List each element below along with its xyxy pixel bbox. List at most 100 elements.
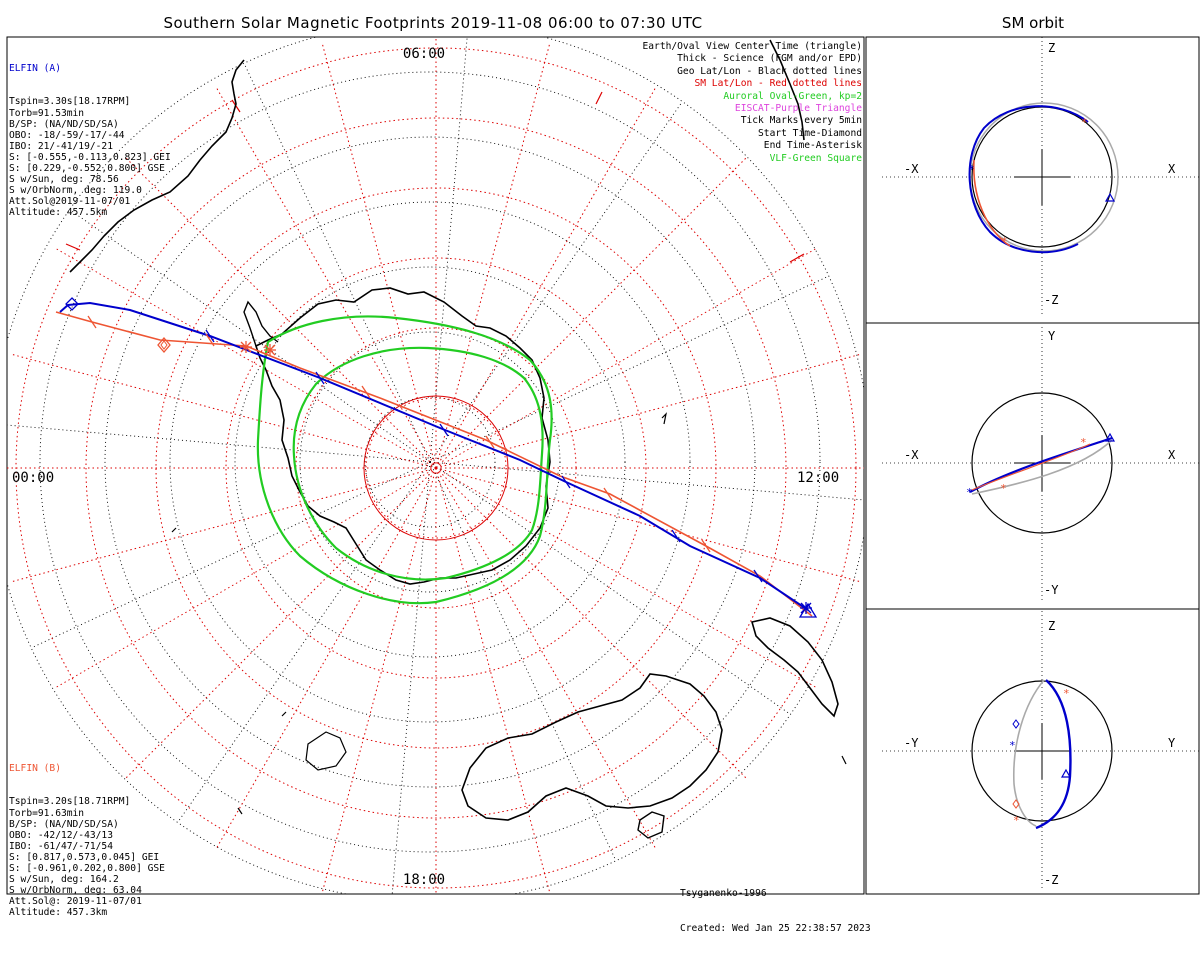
elfin-a-info: ELFIN (A) Tspin=3.30s[18.17RPM] Torb=91.5… bbox=[9, 41, 171, 219]
orbit-axis-label-up: Z bbox=[1048, 619, 1055, 633]
orbit-asterisk-c: * bbox=[1080, 436, 1087, 449]
auroral-oval-outer bbox=[256, 315, 553, 605]
figure-canvas: 06:00 00:00 12:00 18:00 Z -Z -X X Y -Y -X X Z -Z -… bbox=[6, 36, 1200, 895]
asterisk-stroke bbox=[240, 341, 252, 353]
elfin-a-orbit bbox=[968, 105, 1089, 254]
sm-meridian bbox=[435, 42, 551, 469]
mlt-label-left: 00:00 bbox=[12, 470, 54, 486]
sm-orbit-panels: Z -Z -X X Y -Y -X X Z -Z -Y Y * * * * * * * * * bbox=[882, 37, 1199, 891]
elfin-b-info-line: S w/OrbNorm, deg: 63.04 bbox=[9, 885, 142, 897]
sm-meridian bbox=[435, 247, 818, 469]
mlt-label-bottom: 18:00 bbox=[403, 872, 445, 888]
geo-meridian bbox=[243, 63, 431, 463]
elfin-a-info-line: B/SP: (NA/ND/SD/SA) bbox=[9, 118, 119, 130]
africa-coastline bbox=[769, 39, 805, 141]
sm-meridian bbox=[10, 353, 437, 469]
orbit-axis-label-left: -X bbox=[904, 162, 919, 176]
sm-meridian bbox=[54, 247, 437, 469]
mlt-label-right: 12:00 bbox=[797, 470, 839, 486]
polar-map bbox=[7, 37, 864, 894]
sm-edge-tick bbox=[65, 243, 81, 251]
elfin-b-info-line: OBO: -42/12/-43/13 bbox=[9, 829, 113, 841]
sm-edge-tick bbox=[595, 91, 603, 105]
elfin-b-start-diamond bbox=[157, 337, 171, 353]
geo-meridian bbox=[429, 461, 864, 501]
orbit-asterisk-a: * bbox=[966, 486, 973, 499]
orbit-asterisk-b: * bbox=[1001, 235, 1008, 248]
orbit-panel bbox=[882, 37, 1199, 317]
elfin-a-info-line: Torb=91.53min bbox=[9, 107, 85, 119]
elfin-a-tick bbox=[671, 529, 681, 543]
orbit-triangle bbox=[1104, 192, 1116, 202]
sm-grid bbox=[7, 37, 864, 894]
satellite-tracks bbox=[55, 297, 818, 618]
sm-latitude-circle bbox=[225, 257, 647, 679]
legend-entry: End Time-Asterisk bbox=[763, 140, 862, 152]
elfin-b-end-asterisk bbox=[240, 341, 252, 353]
mlt-labels: 06:00 00:00 12:00 18:00 bbox=[12, 46, 839, 888]
sm-meridian bbox=[54, 467, 437, 689]
legend-entry: Auroral Oval-Green, kp=2 bbox=[723, 90, 862, 102]
antarctica-coastline bbox=[255, 287, 551, 585]
orbit-asterisk-c: * bbox=[1081, 116, 1088, 129]
elfin-a-info-line: S w/Sun, deg: 78.56 bbox=[9, 174, 119, 186]
legend-entry: Start Time-Diamond bbox=[758, 127, 862, 139]
elfin-a-tick bbox=[205, 329, 215, 343]
elfin-a-orbit bbox=[1035, 679, 1072, 830]
elfin-b-info-line: Torb=91.63min bbox=[9, 807, 85, 819]
view-center-triangle bbox=[798, 602, 818, 618]
elfin-a-tick bbox=[561, 475, 571, 489]
elfin-b-name: ELFIN (B) bbox=[9, 763, 61, 775]
sm-latitude-circle bbox=[365, 397, 507, 539]
orbit-panel bbox=[882, 611, 1199, 891]
sm-meridian bbox=[435, 467, 551, 894]
geo-meridian bbox=[391, 461, 431, 894]
orbit-axis-label-up: Y bbox=[1048, 329, 1056, 343]
orbit-axis-label-left: -X bbox=[904, 448, 919, 462]
geo-meridian bbox=[31, 461, 431, 649]
credit: Tsyganenko-1996 Created: Wed Jan 25 22:3… bbox=[680, 865, 871, 957]
orbit-axis-label-down: -Z bbox=[1044, 293, 1058, 307]
legend-entry: Tick Marks every 5min bbox=[740, 115, 862, 127]
sm-meridian bbox=[435, 156, 748, 469]
orbit-axis-label-right: X bbox=[1168, 162, 1176, 176]
elfin-b-start-diamond-inner bbox=[160, 340, 168, 350]
orbit-asterisk-b: * bbox=[1000, 482, 1007, 495]
orbit-axis-label-up: Z bbox=[1048, 41, 1055, 55]
orbit-axis-label-down: -Z bbox=[1044, 873, 1058, 887]
asterisk-stroke bbox=[264, 344, 276, 356]
sm-meridian bbox=[124, 467, 437, 780]
orbit-frame bbox=[865, 36, 1200, 895]
geo-meridian bbox=[429, 461, 617, 861]
elfin-a-orbit bbox=[969, 436, 1113, 493]
sm-meridian bbox=[435, 86, 657, 469]
legend-entry: Thick - Science (FGM and/or EPD) bbox=[677, 53, 862, 65]
elfin-a-info-line: S: [-0.555,-0.113,0.823] GEI bbox=[9, 151, 171, 163]
elfin-b-info-line: IBO: -61/47/-71/54 bbox=[9, 840, 113, 852]
orbit-axis-label-left: -Y bbox=[904, 736, 919, 750]
geo-latitude-circle bbox=[169, 201, 691, 723]
orbit-triangle bbox=[1060, 768, 1072, 778]
sm-meridian bbox=[215, 86, 437, 469]
sm-meridian bbox=[435, 467, 657, 850]
sm-meridian bbox=[321, 42, 437, 469]
geo-meridian bbox=[429, 101, 683, 463]
earth-circle bbox=[971, 680, 1113, 822]
legend-entry: Earth/Oval View Center Time (triangle) bbox=[642, 41, 863, 52]
geo-meridian bbox=[429, 461, 791, 715]
orbit-asterisk-c: * bbox=[1063, 687, 1070, 700]
elfin-a-info-line: S w/OrbNorm, deg: 119.0 bbox=[9, 185, 142, 197]
sm-meridian bbox=[435, 467, 818, 689]
island-coastlines bbox=[171, 412, 847, 815]
elfin-a-info-line: Altitude: 457.5km bbox=[9, 207, 108, 219]
orbit-diamond-a bbox=[1012, 719, 1020, 729]
sm-meridian bbox=[435, 467, 862, 583]
antarctic-peninsula-coastline bbox=[243, 300, 279, 347]
figure: 06:00 00:00 12:00 18:00 Z -Z -X X Y -Y -X X Z -Z -… bbox=[6, 14, 1200, 934]
geo-latitude-circle bbox=[364, 396, 496, 528]
geo-latitude-circle bbox=[234, 266, 626, 658]
figure-title: Southern Solar Magnetic Footprints 2019-… bbox=[163, 14, 703, 32]
elfin-a-track bbox=[59, 301, 809, 611]
australia-coastline bbox=[461, 673, 723, 821]
elfin-b-info-line: Tspin=3.20s[18.71RPM] bbox=[9, 796, 131, 808]
